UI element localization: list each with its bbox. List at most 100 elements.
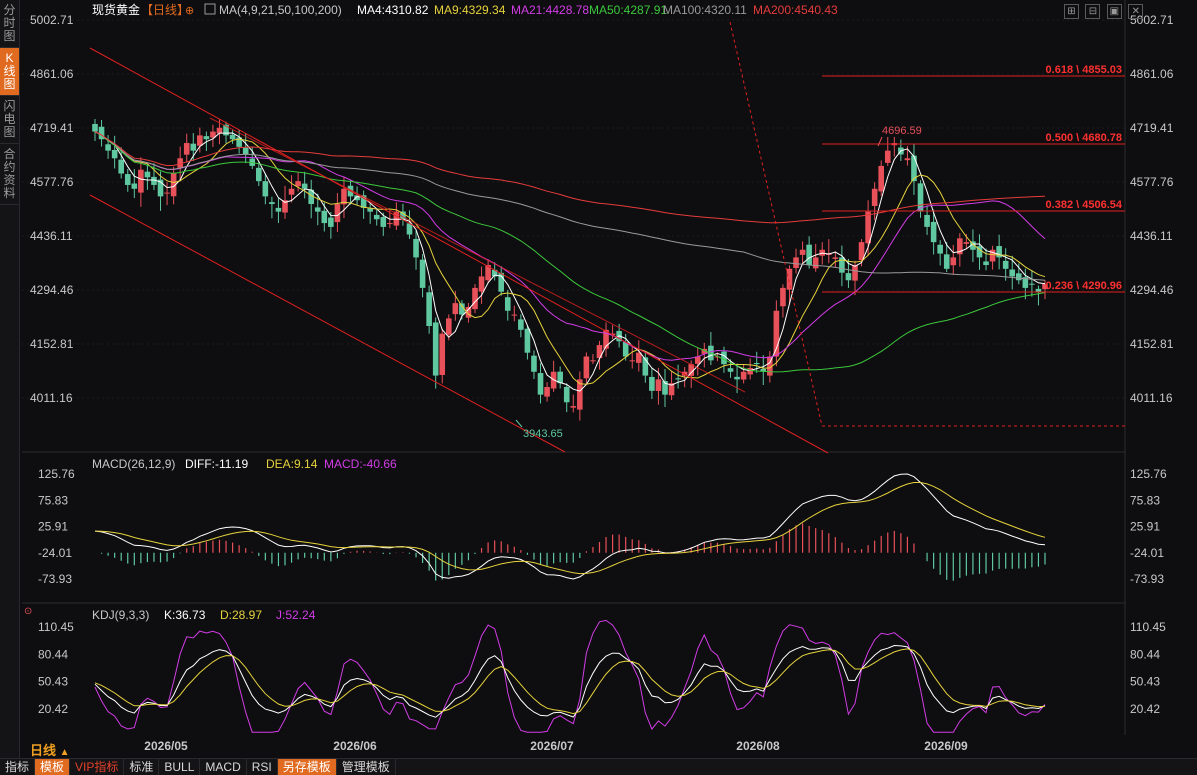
tab-flash[interactable]: 闪电图 (0, 96, 19, 144)
fullscreen-icon[interactable]: ⊞ (1064, 4, 1079, 19)
bottom-tab-standard[interactable]: 标准 (124, 759, 160, 775)
candle-body (426, 292, 432, 327)
tab-contract-info[interactable]: 合约资料 (0, 144, 19, 205)
y-tick-label-left-7: 4011.16 (30, 391, 73, 405)
x-tick-label-4: 2026/09 (924, 739, 968, 753)
candle-body (432, 322, 439, 376)
candle-body (799, 249, 806, 255)
candle-body (190, 143, 197, 151)
kdj-legend-0: KDJ(9,3,3) (92, 608, 149, 622)
bottom-tab-save-template[interactable]: 另存模板 (277, 759, 337, 775)
macd-y-label-right-4: -73.93 (1130, 572, 1164, 586)
y-tick-label-right-0: 5002.71 (1130, 13, 1174, 27)
candle-body (413, 238, 419, 258)
candle-body (694, 356, 701, 364)
y-tick-label-right-3: 4577.76 (1130, 175, 1174, 189)
candle-body (105, 144, 111, 151)
candle-body (1022, 277, 1029, 288)
macd-y-label-left-1: 75.83 (38, 493, 68, 507)
x-tick-label-3: 2026/08 (736, 739, 780, 753)
candle-body (301, 183, 308, 189)
candle-body (793, 257, 799, 268)
candle-body (255, 167, 262, 182)
x-tick-label-1: 2026/06 (333, 739, 377, 753)
candle-body (963, 242, 970, 244)
candle-body (832, 257, 839, 259)
candle-body (170, 173, 177, 197)
candle-body (970, 241, 976, 250)
y-tick-label-left-0: 5002.71 (30, 13, 74, 27)
bottom-tab-manage-template[interactable]: 管理模板 (337, 759, 396, 775)
candle-body (563, 386, 570, 403)
candle-body (1002, 260, 1009, 269)
macd-legend-1: DIFF:-11.19 (185, 457, 248, 471)
y-tick-label-right-4: 4436.11 (1130, 229, 1173, 243)
candle-body (904, 158, 911, 161)
candle-body (989, 249, 996, 262)
candle-body (845, 273, 852, 281)
bottom-tab-template[interactable]: 模板 (35, 759, 71, 775)
bottom-tab-bull[interactable]: BULL (159, 759, 201, 775)
ma-legend-1: MA9:4329.34 (434, 3, 506, 17)
candle-body (642, 357, 649, 376)
y-tick-label-left-6: 4152.81 (30, 337, 74, 351)
candle-body (727, 368, 734, 372)
timeframe-label[interactable]: 日线 ▲ (30, 743, 70, 758)
bottom-tab-vip[interactable]: VIP指标 (70, 759, 125, 775)
macd-legend-3: MACD:-40.66 (324, 457, 397, 471)
candle-body (98, 126, 105, 140)
candle-body (92, 123, 98, 132)
candle-body (806, 244, 812, 266)
candle-body (269, 202, 275, 205)
macd-y-label-right-1: 75.83 (1130, 493, 1160, 507)
box-icon[interactable]: ▣ (1106, 4, 1122, 19)
tab-kline[interactable]: K线图 (0, 48, 19, 96)
tab-time-sharing[interactable]: 分时图 (0, 0, 19, 48)
candle-body (675, 378, 681, 380)
fib-level-label-2: 0.382 \ 4506.54 (1046, 199, 1123, 211)
candle-body (1042, 284, 1048, 290)
candle-body (203, 136, 210, 140)
candle-body (242, 147, 249, 155)
macd-legend-2: DEA:9.14 (266, 457, 318, 471)
candle-body (924, 214, 930, 227)
candle-body (884, 150, 891, 163)
y-tick-label-left-3: 4577.76 (30, 175, 74, 189)
y-tick-label-right-1: 4861.06 (1130, 67, 1174, 81)
bottom-tab-indicator[interactable]: 指标 (0, 759, 36, 775)
bottom-tab-macd[interactable]: MACD (200, 759, 247, 775)
candle-body (537, 373, 544, 395)
candle-body (439, 333, 446, 375)
kdj-d-line (94, 648, 1046, 715)
candle-body (308, 189, 315, 205)
candle-body (812, 257, 819, 269)
close-icon[interactable]: ✕ (1128, 4, 1144, 19)
ma-legend-3: MA50:4287.91 (589, 3, 667, 17)
ma-line-ma100 (94, 131, 1046, 281)
ma-line-ma4 (94, 131, 1046, 392)
chart-canvas[interactable]: 5002.71 5002.71 4861.06 4861.06 4719.41 4719.… (0, 0, 1197, 758)
candle-body (747, 367, 753, 375)
candle-body (996, 246, 1002, 258)
kdj-y-label-left-2: 50.43 (38, 675, 68, 689)
kdj-settings-icon: ⊙ (24, 606, 32, 617)
bottom-tab-rsi[interactable]: RSI (247, 759, 278, 775)
trend-channel-upper (89, 47, 829, 454)
candle-body (334, 204, 341, 223)
y-tick-label-right-5: 4294.46 (1130, 283, 1174, 297)
candle-body (1015, 273, 1022, 281)
candle-body (131, 183, 138, 189)
candle-body (531, 355, 537, 372)
candle-body (229, 134, 236, 140)
candle-body (629, 360, 636, 362)
y-tick-label-left-4: 4436.11 (30, 229, 73, 243)
ma-settings-icon (204, 3, 216, 15)
candle-body (760, 368, 767, 372)
candle-body (668, 383, 675, 396)
candle-body (151, 176, 157, 185)
chart-title: 现货黄金 (92, 2, 140, 17)
grid-icon[interactable]: ⊟ (1085, 4, 1101, 19)
candle-body (780, 287, 786, 307)
candle-body (406, 223, 413, 235)
kdj-j-line (94, 619, 1046, 733)
